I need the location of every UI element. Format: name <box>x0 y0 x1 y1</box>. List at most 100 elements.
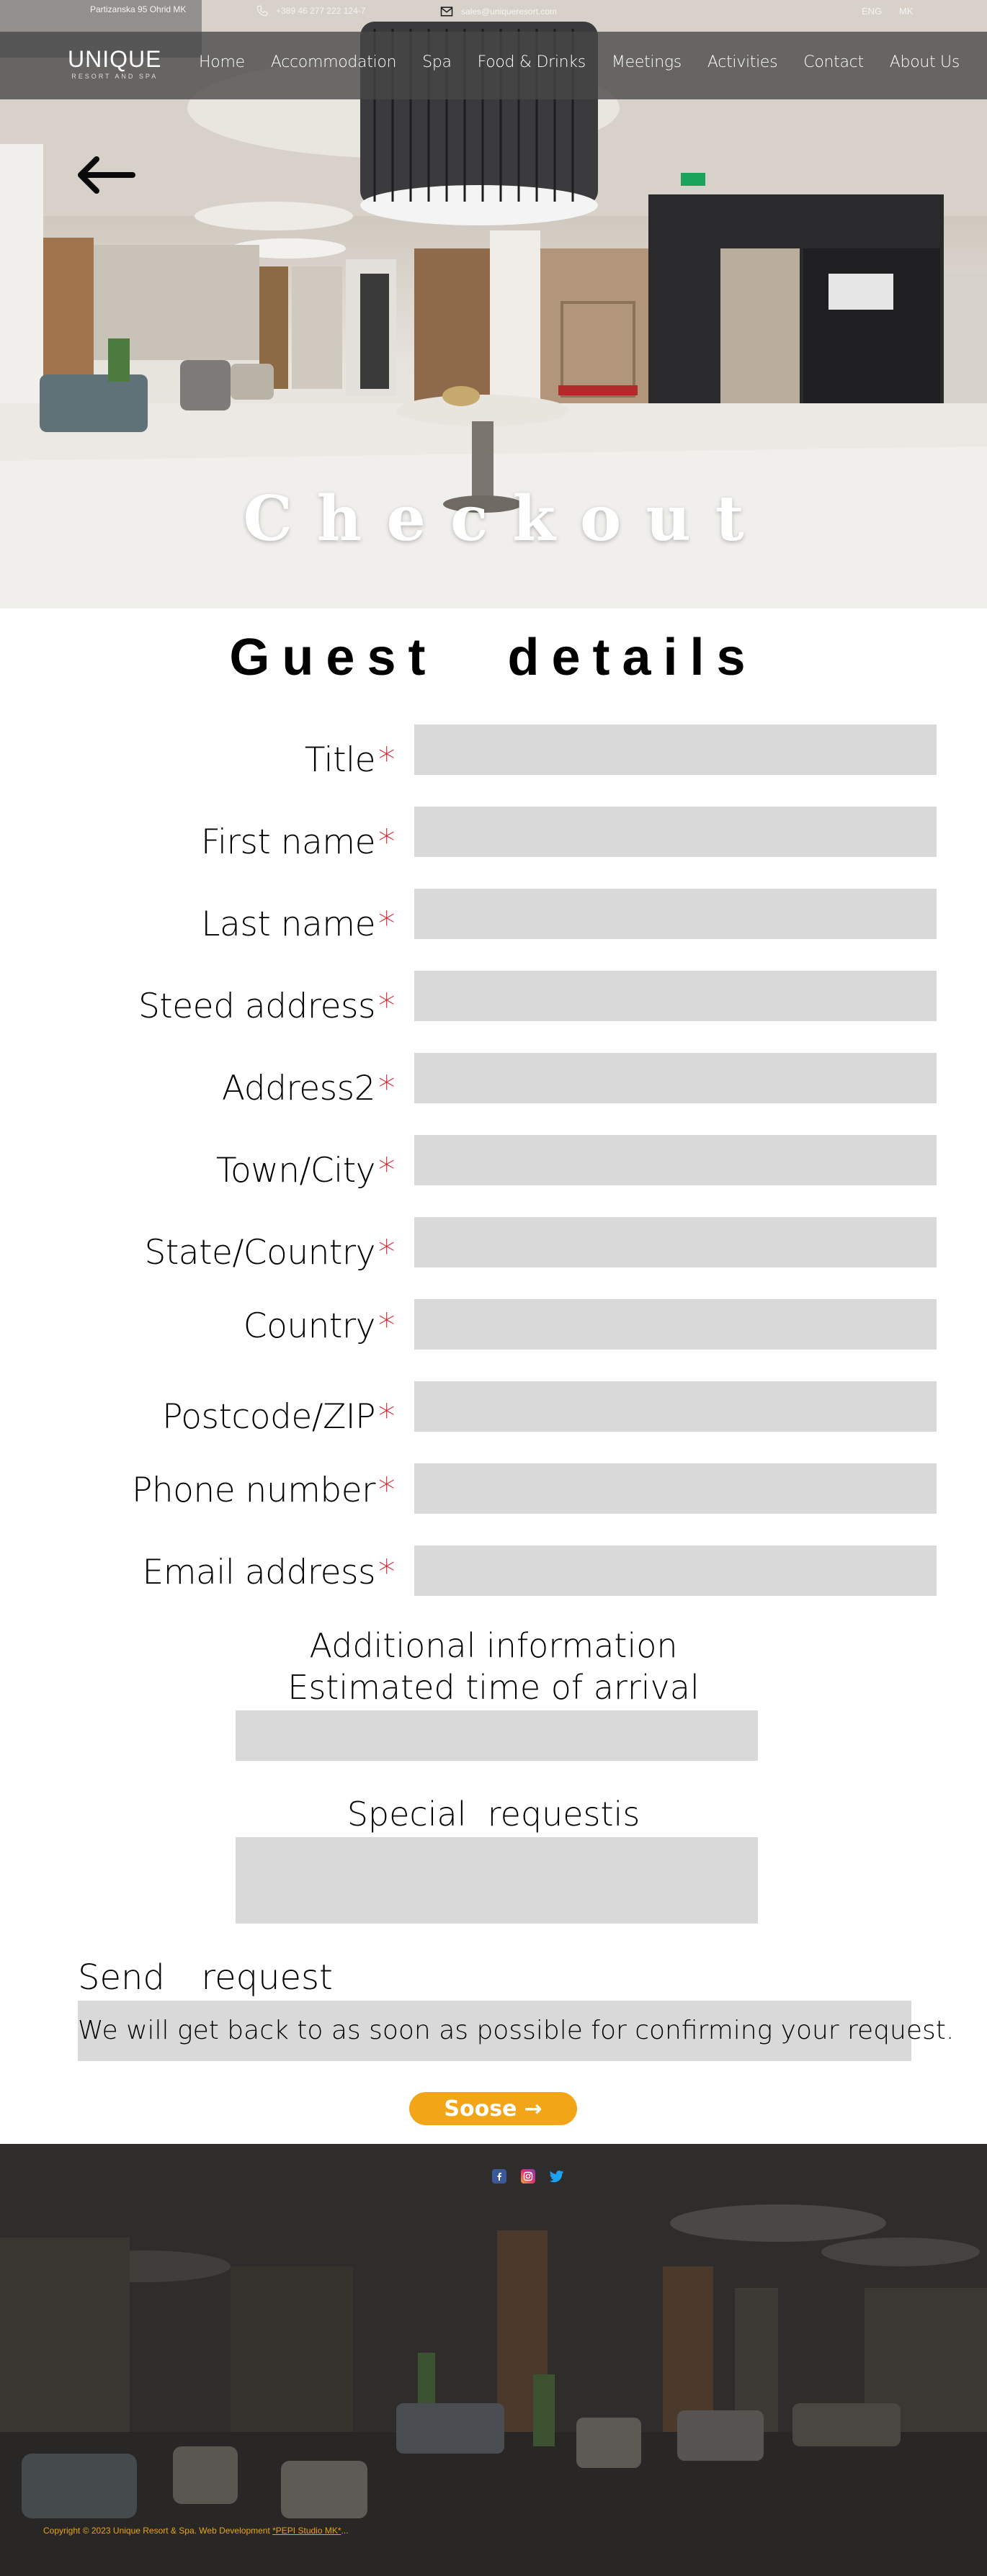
email-text: sales@uniqueresort.com <box>461 6 557 17</box>
field-label: Last name* <box>201 905 395 944</box>
phone-icon <box>256 5 268 17</box>
required-marker: * <box>378 987 396 1026</box>
additional-info-heading: Additional information <box>309 1626 678 1665</box>
instagram-icon[interactable] <box>521 2169 535 2184</box>
field-row-town-city: Town/City* <box>0 1135 987 1190</box>
field-label-text: Town/City <box>215 1151 376 1190</box>
confirmation-notice: We will get back to as soon as possible … <box>78 2001 954 2061</box>
field-label: Postcode/ZIP* <box>162 1397 395 1437</box>
required-marker: * <box>378 822 396 862</box>
brand-logo[interactable]: UNIQUE RESORT AND SPA <box>68 46 161 80</box>
special-requests-textarea[interactable] <box>236 1837 758 1924</box>
field-label: Email address* <box>143 1553 396 1592</box>
field-row-postcode: Postcode/ZIP* <box>0 1381 987 1437</box>
state-country-input[interactable] <box>414 1217 937 1267</box>
required-marker: * <box>378 1553 396 1592</box>
lang-mk-link[interactable]: MK <box>899 6 914 17</box>
hero-title: Checkout <box>243 483 769 555</box>
field-row-email: Email address* <box>0 1545 987 1597</box>
nav-links: Home Accommodation Spa Food & Drinks Mee… <box>186 53 973 71</box>
field-label-text: Last name <box>201 905 375 944</box>
copyright-main: Copyright © 2023 Unique Resort & Spa. We… <box>43 2526 273 2536</box>
field-label-text: State/Country <box>144 1233 376 1273</box>
lang-eng-link[interactable]: ENG <box>862 6 883 17</box>
field-label: Title* <box>304 740 396 780</box>
required-marker: * <box>378 1151 396 1190</box>
nav-activities[interactable]: Activities <box>707 53 778 71</box>
field-row-first-name: First name* <box>0 807 987 862</box>
studio-link[interactable]: *PEPI Studio MK* <box>272 2526 341 2536</box>
field-row-phone: Phone number* <box>0 1463 987 1515</box>
address-text: Partizanska 95 Ohrid MK <box>90 4 187 14</box>
field-row-street-address: Steed address* <box>0 971 987 1026</box>
field-label: Country* <box>243 1306 396 1346</box>
field-label-text: Postcode/ZIP <box>162 1397 375 1437</box>
required-marker: * <box>378 1471 396 1510</box>
field-label: Address2* <box>221 1069 396 1108</box>
phone-item[interactable]: +389 46 277 222 124-7 <box>256 4 365 17</box>
email-input[interactable] <box>414 1545 937 1596</box>
field-label-text: Address2 <box>221 1069 376 1108</box>
brand-tagline: RESORT AND SPA <box>71 73 158 80</box>
field-row-state-country: State/Country* <box>0 1217 987 1273</box>
field-label: Town/City* <box>215 1151 396 1190</box>
email-item[interactable]: sales@uniqueresort.com <box>439 4 557 19</box>
nav-contact[interactable]: Contact <box>803 53 864 71</box>
field-label-text: Title <box>304 740 376 780</box>
required-marker: * <box>378 1069 396 1108</box>
required-marker: * <box>378 905 396 944</box>
send-request-text: Send request <box>78 1957 333 1998</box>
nav-spa[interactable]: Spa <box>422 53 452 71</box>
hero-banner: Partizanska 95 Ohrid MK +389 46 277 222 … <box>0 0 987 609</box>
send-button-label: Soose <box>444 2096 517 2122</box>
top-info-bar: Partizanska 95 Ohrid MK +389 46 277 222 … <box>0 0 987 32</box>
field-row-title: Title* <box>0 724 987 780</box>
field-label-text: Steed address <box>138 987 376 1026</box>
footer-lounge-image <box>0 2144 987 2576</box>
field-label-text: Email address <box>142 1553 376 1592</box>
nav-home[interactable]: Home <box>199 53 245 71</box>
field-label: Phone number* <box>132 1471 395 1510</box>
first-name-input[interactable] <box>414 807 937 857</box>
send-button[interactable]: Soose → <box>409 2092 577 2125</box>
guest-details-heading: Guest details <box>229 629 758 686</box>
nav-about-us[interactable]: About Us <box>889 53 960 71</box>
footer: Copyright © 2023 Unique Resort & Spa. We… <box>0 2144 987 2576</box>
mail-icon <box>440 6 453 17</box>
address-item: Partizanska 95 Ohrid MK <box>90 4 186 14</box>
social-links <box>492 2169 564 2184</box>
copyright-text: Copyright © 2023 Unique Resort & Spa. We… <box>43 2526 349 2536</box>
twitter-icon[interactable] <box>550 2169 564 2184</box>
nav-food-drinks[interactable]: Food & Drinks <box>477 53 586 71</box>
required-marker: * <box>378 1306 396 1346</box>
country-input[interactable] <box>414 1299 937 1350</box>
field-row-address2: Address2* <box>0 1053 987 1108</box>
field-label: Steed address* <box>138 987 396 1026</box>
last-name-input[interactable] <box>414 889 937 939</box>
special-requests-label: Special requestis <box>347 1795 640 1834</box>
facebook-icon[interactable] <box>492 2169 506 2184</box>
field-label-text: Phone number <box>132 1471 375 1510</box>
postcode-input[interactable] <box>414 1381 937 1432</box>
back-arrow-icon[interactable] <box>75 155 135 195</box>
field-label-text: First name <box>200 822 376 862</box>
address2-input[interactable] <box>414 1053 937 1103</box>
nav-meetings[interactable]: Meetings <box>611 53 682 71</box>
field-label-text: Country <box>243 1306 376 1346</box>
field-row-last-name: Last name* <box>0 889 987 944</box>
arrow-right-icon: → <box>524 2096 542 2122</box>
phone-input[interactable] <box>414 1463 937 1514</box>
title-input[interactable] <box>414 724 937 775</box>
required-marker: * <box>378 1233 396 1273</box>
required-marker: * <box>378 740 396 780</box>
field-label: State/Country* <box>144 1233 396 1273</box>
required-marker: * <box>378 1397 396 1437</box>
phone-text: +389 46 277 222 124-7 <box>276 6 366 16</box>
arrival-time-input[interactable] <box>236 1710 758 1761</box>
brand-name: UNIQUE <box>68 46 162 72</box>
field-label: First name* <box>200 822 396 862</box>
street-address-input[interactable] <box>414 971 937 1021</box>
field-row-country: Country* <box>0 1299 987 1351</box>
town-city-input[interactable] <box>414 1135 937 1185</box>
nav-accommodation[interactable]: Accommodation <box>270 53 397 71</box>
